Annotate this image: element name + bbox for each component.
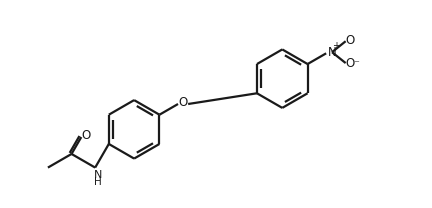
Text: ⁻: ⁻ (354, 60, 359, 70)
Text: +: + (332, 41, 340, 51)
Text: O: O (346, 57, 355, 69)
Text: N: N (327, 46, 337, 59)
Text: O: O (346, 33, 355, 47)
Text: O: O (81, 129, 91, 142)
Text: N: N (94, 170, 102, 180)
Text: O: O (178, 96, 188, 109)
Text: H: H (94, 177, 102, 187)
